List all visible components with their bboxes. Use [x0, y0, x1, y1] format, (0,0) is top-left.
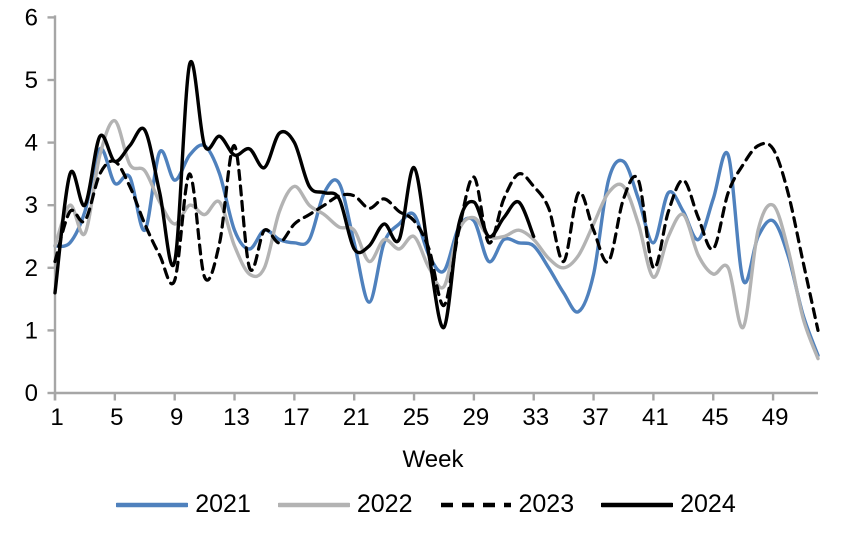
x-tick-label: 33 [522, 404, 549, 431]
y-tick-label: 0 [25, 380, 38, 407]
series-line-2022 [53, 119, 820, 361]
x-tick-label: 49 [762, 404, 789, 431]
x-tick-label: 41 [642, 404, 669, 431]
legend-item-2024: 2024 [601, 492, 736, 517]
y-tick-label: 6 [25, 4, 38, 31]
y-tick-label: 1 [25, 317, 38, 344]
x-axis-title: Week [402, 446, 464, 473]
legend-item-2021: 2021 [116, 492, 251, 517]
chart-legend: 2021 2022 2023 2024 [0, 492, 852, 517]
legend-line-sample-2023 [440, 502, 511, 507]
y-tick-label: 4 [25, 130, 38, 157]
x-tick-label: 29 [463, 404, 490, 431]
legend-label-2023: 2023 [518, 490, 575, 518]
series-line-2023 [53, 141, 820, 332]
x-tick-label: 5 [110, 404, 123, 431]
y-tick-label: 2 [25, 255, 38, 282]
x-tick-label: 37 [582, 404, 609, 431]
legend-item-2022: 2022 [277, 490, 413, 518]
legend-label-2024: 2024 [680, 490, 736, 518]
x-tick-label: 13 [223, 404, 250, 431]
legend-label-2021: 2021 [195, 490, 251, 518]
x-tick-label: 9 [170, 404, 183, 431]
y-tick-label: 5 [25, 67, 38, 94]
series-line-2021 [53, 143, 820, 358]
legend-line-sample-2024 [601, 502, 674, 507]
legend-line-sample-2022 [277, 502, 350, 507]
x-tick-label: 45 [702, 404, 729, 431]
legend-label-2022: 2022 [356, 490, 413, 518]
x-tick-label: 1 [50, 404, 63, 431]
series-line-2024 [53, 59, 536, 330]
y-tick-label: 3 [25, 192, 38, 219]
x-tick-label: 17 [283, 404, 310, 431]
x-tick-label: 21 [343, 404, 370, 431]
x-tick-label: 25 [403, 404, 430, 431]
legend-line-sample-2021 [116, 502, 189, 507]
legend-item-2023: 2023 [440, 490, 575, 518]
